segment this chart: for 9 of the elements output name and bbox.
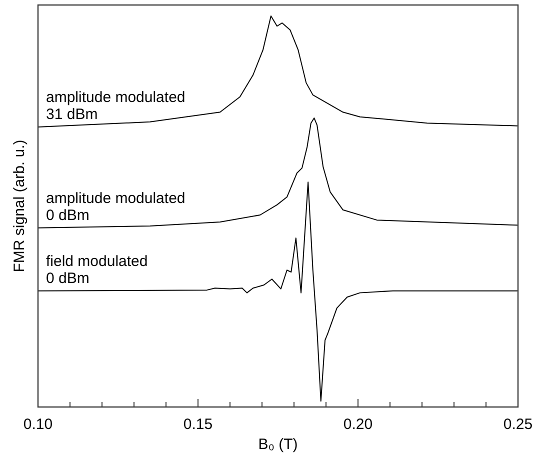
x-tick-label: 0.20	[343, 416, 373, 433]
x-tick-label: 0.25	[503, 416, 533, 433]
x-tick-label: 0.15	[183, 416, 213, 433]
series-label: amplitude modulated 0 dBm	[46, 190, 186, 224]
series-label: field modulated 0 dBm	[46, 252, 148, 287]
y-axis-title: FMR signal (arb. u.)	[11, 140, 28, 272]
x-axis-title: B₀ (T)	[258, 436, 298, 453]
x-tick-label: 0.10	[23, 416, 53, 433]
series-label: amplitude modulated 31 dBm	[46, 89, 186, 124]
